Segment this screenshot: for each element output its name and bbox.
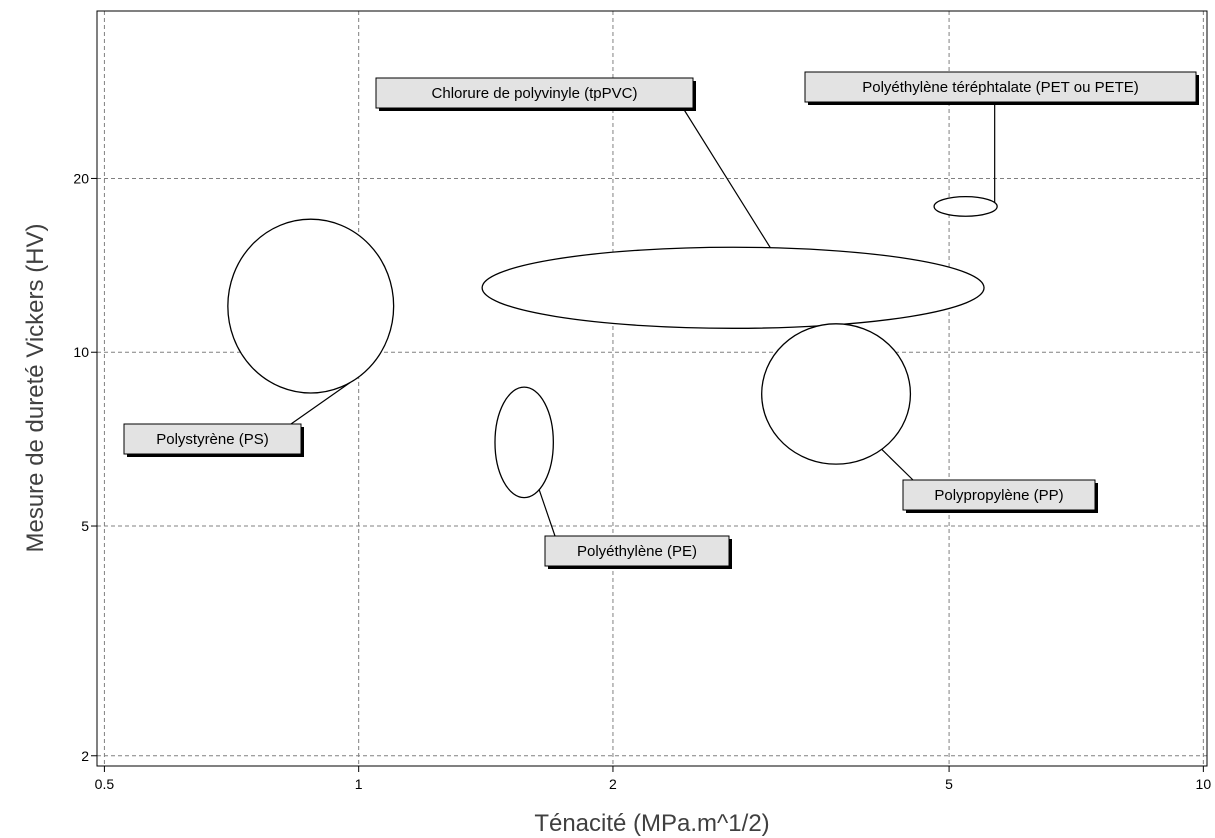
material-bubble: [494, 386, 554, 499]
material-label-box: [123, 423, 302, 455]
material-label: Polyéthylène (PE): [577, 543, 697, 560]
x-tick-label: 5: [945, 776, 953, 792]
leader-line: [682, 107, 771, 249]
axis-ticks: 0.5 1 2 5 10 2 5 10 20: [73, 170, 1211, 792]
material-label-box: [544, 535, 730, 567]
y-tick-label: 5: [81, 518, 89, 534]
material-label: Polystyrène (PS): [156, 431, 269, 448]
material-label-box: [375, 77, 694, 109]
x-tick-label: 1: [355, 776, 363, 792]
x-tick-label: 0.5: [95, 776, 115, 792]
leader-line: [290, 382, 351, 425]
x-axis-title: Ténacité (MPa.m^1/2): [534, 810, 769, 837]
material-bubble: [227, 218, 395, 394]
material-label: Polyéthylène téréphtalate (PET ou PETE): [862, 79, 1139, 96]
x-tick-label: 2: [609, 776, 617, 792]
material-label-box: [902, 479, 1096, 511]
material-bubble: [481, 246, 985, 329]
material-bubble: [761, 323, 912, 465]
grid: [97, 11, 1207, 766]
leader-line: [538, 489, 556, 537]
plot-frame: [96, 10, 1208, 767]
y-tick-label: 20: [73, 170, 89, 186]
material-label: Polypropylène (PP): [934, 487, 1063, 504]
leader-line: [881, 448, 914, 481]
y-tick-label: 10: [73, 344, 89, 360]
material-bubbles: Polystyrène (PS) Chlorure de polyvinyle (…: [123, 71, 1199, 569]
material-label-box: [804, 71, 1197, 103]
material-bubble: [933, 195, 998, 217]
y-tick-label: 2: [81, 748, 89, 764]
material-label: Chlorure de polyvinyle (tpPVC): [432, 85, 638, 102]
y-axis-title: Mesure de dureté Vickers (HV): [22, 223, 49, 552]
x-tick-label: 10: [1196, 776, 1212, 792]
